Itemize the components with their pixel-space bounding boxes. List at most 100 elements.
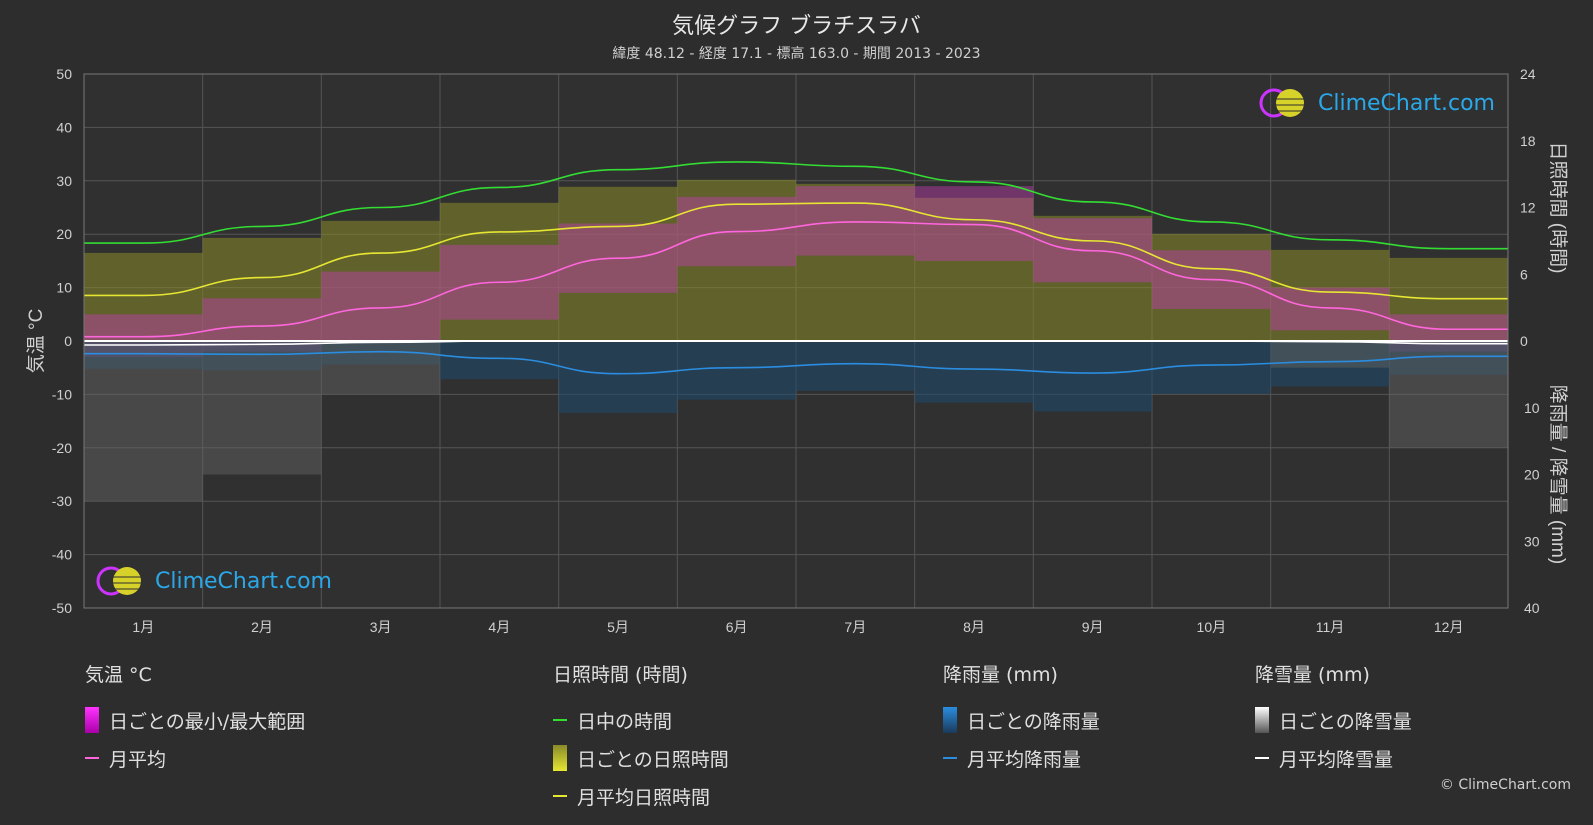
chart-title: 気候グラフ ブラチスラバ — [672, 14, 921, 39]
snow-swatch-icon — [1255, 707, 1269, 733]
y-tick-label: -50 — [52, 600, 72, 616]
x-tick-label: 10月 — [1197, 619, 1227, 635]
plot-border — [83, 73, 1509, 609]
line-swatch-icon — [943, 757, 957, 759]
x-tick-label: 2月 — [251, 619, 273, 635]
y-axis-label: 気温 °C — [25, 309, 47, 374]
x-tick-label: 1月 — [132, 619, 154, 635]
y-tick-label: 10 — [56, 280, 72, 296]
sunshine-bar — [1270, 249, 1390, 341]
logo-text: ClimeChart.com — [1318, 90, 1495, 116]
legend-item: 日中の時間 — [553, 701, 729, 739]
rain-bar — [1270, 341, 1390, 387]
rain-bar — [914, 341, 1034, 403]
y2-tick-label: 18 — [1520, 133, 1536, 149]
series-line — [83, 350, 1508, 375]
x-tick-label: 12月 — [1434, 619, 1464, 635]
x-tick-label: 5月 — [607, 619, 629, 635]
legend-label: 日ごとの降雪量 — [1279, 710, 1412, 733]
legend-item: 月平均 — [85, 739, 305, 777]
y-tick-label: -10 — [52, 386, 72, 402]
series-line — [84, 161, 1508, 250]
line-swatch-icon — [85, 757, 99, 759]
legend-item: 日ごとの日照時間 — [553, 739, 729, 777]
chart-subtitle: 緯度 48.12 - 経度 17.1 - 標高 163.0 - 期間 2013 … — [612, 46, 981, 62]
x-tick-label: 9月 — [1082, 619, 1104, 635]
x-tick-label: 8月 — [963, 619, 985, 635]
snow-bar — [1389, 341, 1508, 448]
sunshine-bar — [914, 197, 1034, 341]
snow-bar — [84, 341, 203, 502]
legend-item: 月平均降雪量 — [1255, 739, 1412, 777]
logo-top: ClimeChart.com — [1258, 86, 1495, 120]
rain-bar — [440, 341, 559, 380]
legend-item: 月平均降雨量 — [943, 739, 1100, 777]
legend-label: 月平均日照時間 — [577, 786, 711, 809]
y2-tick-label: 0 — [1520, 333, 1528, 349]
x-tick-label: 6月 — [726, 619, 748, 635]
x-tick-label: 4月 — [488, 619, 510, 635]
temp-range-bar — [321, 271, 440, 341]
y3-tick-label: 10 — [1524, 400, 1540, 416]
y-tick-label: -40 — [52, 547, 72, 563]
snow-bar — [1270, 341, 1390, 368]
y3-tick-label: 30 — [1524, 533, 1540, 549]
legend-item: 日ごとの降雪量 — [1255, 701, 1412, 739]
legend-label: 日ごとの降雨量 — [967, 710, 1100, 733]
climechart-logo-icon — [96, 566, 141, 596]
snow-bar — [321, 341, 440, 395]
legend-label: 日ごとの日照時間 — [577, 748, 729, 771]
x-tick-label: 11月 — [1316, 619, 1345, 635]
copyright: © ClimeChart.com — [1439, 777, 1571, 793]
temp-range-bar — [1270, 287, 1390, 331]
legend-label: 月平均降雪量 — [1279, 748, 1394, 771]
y-tick-label: 30 — [56, 173, 72, 189]
y3-axis-label: 降雨量 / 降雪量 (mm) — [1547, 385, 1569, 564]
legend-label: 月平均 — [109, 748, 167, 771]
rain-bar — [321, 341, 440, 365]
temp-range-bar — [796, 186, 915, 256]
sunshine-bar — [440, 202, 559, 341]
climechart-logo-icon — [1259, 88, 1304, 118]
y2-tick-label: 24 — [1520, 66, 1536, 82]
logo-bottom: ClimeChart.com — [95, 564, 332, 598]
y2-tick-label: 12 — [1520, 200, 1536, 216]
logo-text: ClimeChart.com — [155, 568, 332, 594]
series-line — [84, 221, 1508, 338]
rain-swatch-icon — [943, 707, 957, 733]
legend-label: 日ごとの最小/最大範囲 — [109, 710, 306, 733]
sunshine-bar — [1152, 233, 1271, 341]
y2-tick-label: 6 — [1520, 266, 1528, 282]
x-tick-label: 7月 — [844, 619, 866, 635]
sunshine-bar — [677, 179, 796, 341]
rain-bar — [1033, 341, 1152, 412]
legend-title: 日照時間 (時間) — [553, 664, 688, 686]
legend-item: 日ごとの降雨量 — [943, 701, 1100, 739]
rain-bar — [202, 341, 322, 371]
legend-label: 月平均降雨量 — [967, 748, 1082, 771]
legend-title: 降雨量 (mm) — [943, 664, 1058, 686]
legend-temperature: 気温 °C 日ごとの最小/最大範囲 月平均 — [85, 660, 305, 777]
y-tick-label: 50 — [56, 66, 72, 82]
y-tick-label: -30 — [52, 493, 72, 509]
sunshine-bar — [84, 252, 203, 341]
snow-bar — [202, 341, 322, 475]
rain-bar — [677, 341, 796, 400]
line-swatch-icon — [553, 719, 567, 721]
y-tick-label: 20 — [56, 226, 72, 242]
rain-bar — [796, 341, 915, 391]
y-tick-label: 40 — [56, 119, 72, 135]
y2-axis-label: 日照時間 (時間) — [1547, 142, 1569, 274]
sunshine-bar — [321, 220, 440, 341]
x-tick-label: 3月 — [370, 619, 392, 635]
sunshine-bar — [796, 183, 915, 341]
y-tick-label: 0 — [64, 333, 72, 349]
rain-bar — [558, 341, 678, 413]
y-tick-label: -20 — [52, 440, 72, 456]
series-line — [83, 340, 1508, 346]
legend-title: 降雪量 (mm) — [1255, 664, 1370, 686]
legend-title: 気温 °C — [85, 664, 152, 686]
sunshine-bar — [202, 237, 322, 341]
line-swatch-icon — [553, 795, 567, 797]
